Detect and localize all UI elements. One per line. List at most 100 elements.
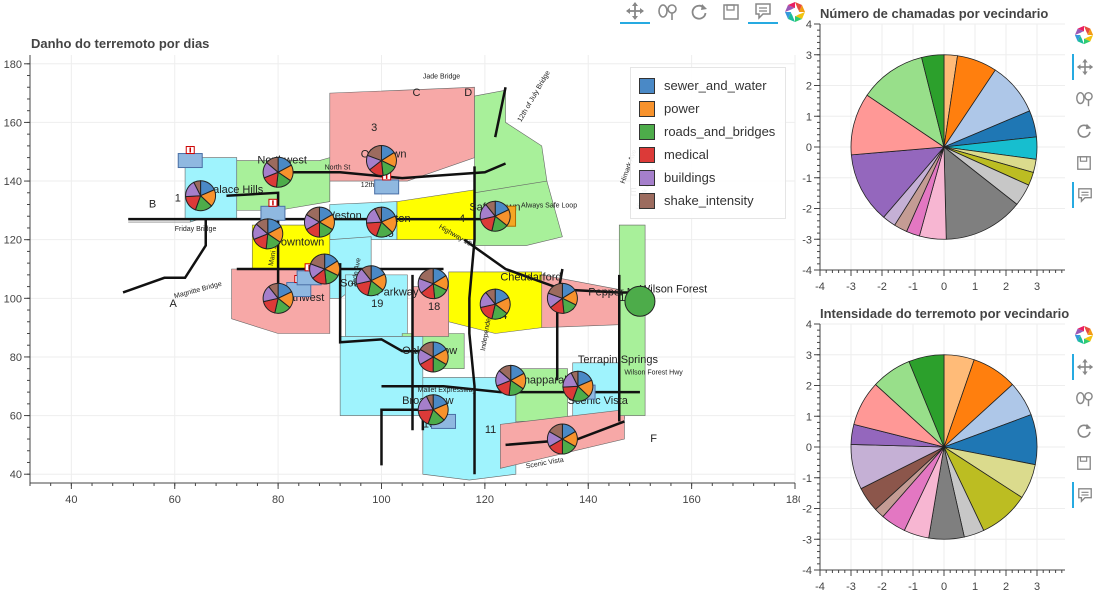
street-label: Always Safe Loop — [521, 202, 577, 209]
pie-glyph — [417, 268, 449, 300]
x-tick-label: -3 — [846, 581, 856, 593]
region-letter: D — [464, 87, 472, 99]
wheel-zoom-icon — [1076, 91, 1093, 107]
hospital-building — [374, 179, 400, 195]
pie-glyph — [546, 423, 578, 455]
district-name-label: Downtown — [273, 237, 324, 249]
pie-top-chart[interactable]: -4-4-3-3-2-2-1-10011223344 — [800, 0, 1065, 300]
pan-tool-button[interactable] — [1072, 54, 1095, 80]
legend-label: buildings — [664, 170, 716, 185]
reset-icon — [1077, 423, 1092, 438]
map-layer: Palace HillsNorthwestOld TownSafe TownWe… — [122, 70, 707, 481]
y-tick-label: -2 — [802, 504, 812, 516]
wheel-zoom-tool-button[interactable] — [1072, 86, 1095, 112]
x-tick-label: 40 — [65, 494, 77, 506]
x-tick-label: 2 — [1003, 281, 1009, 293]
legend-swatch — [639, 100, 655, 117]
bokeh-logo-button[interactable] — [780, 0, 810, 24]
pan-tool-button[interactable] — [1072, 354, 1095, 380]
hover-tool-button[interactable] — [748, 0, 778, 24]
y-tick-label: 1 — [806, 111, 812, 123]
reset-icon — [1077, 123, 1092, 138]
reset-tool-button[interactable] — [1072, 418, 1095, 444]
hospital-building — [177, 153, 203, 169]
pan-tool-button[interactable] — [620, 0, 650, 24]
legend-item: roads_and_bridges — [639, 120, 777, 143]
pie-top-toolbar — [1072, 22, 1095, 208]
y-tick-label: 4 — [806, 19, 812, 31]
road-line — [338, 263, 444, 353]
legend-label: sewer_and_water — [664, 78, 767, 93]
hover-tool-button[interactable] — [1072, 482, 1095, 508]
legend-swatch — [639, 192, 655, 209]
pie-slice — [850, 146, 945, 218]
x-tick-label: 1 — [972, 581, 978, 593]
pie-glyph — [262, 156, 294, 188]
save-tool-button[interactable] — [1072, 150, 1095, 176]
x-tick-label: 0 — [941, 281, 947, 293]
hospital-icon — [177, 146, 203, 169]
x-tick-label: 2 — [1003, 581, 1009, 593]
district-name-label: Cheddarford — [500, 272, 561, 284]
legend-label: power — [664, 101, 700, 116]
pie-glyph-wedge — [485, 288, 496, 306]
pie-slice — [866, 56, 945, 148]
road-line — [468, 166, 476, 475]
bokeh-logo-button[interactable] — [1072, 22, 1095, 48]
save-tool-button[interactable] — [716, 0, 746, 24]
main-toolbar — [620, 0, 810, 24]
y-tick-label: -3 — [802, 534, 812, 546]
wheel-zoom-tool-button[interactable] — [1072, 386, 1095, 412]
pie-glyph-wedge — [547, 282, 563, 300]
legend-label: roads_and_bridges — [664, 124, 776, 139]
y-tick-label: -1 — [802, 173, 812, 185]
wheel-zoom-tool-button[interactable] — [652, 0, 682, 24]
pie-bottom-chart[interactable]: -4-4-3-3-2-2-1-10011223344 — [800, 300, 1065, 595]
region-letter: B — [149, 198, 156, 210]
bokeh-logo-icon — [1074, 25, 1094, 45]
legend-item: medical — [639, 143, 777, 166]
save-tool-button[interactable] — [1072, 450, 1095, 476]
x-tick-label: 140 — [579, 494, 597, 506]
x-tick-label: 120 — [476, 494, 494, 506]
legend-item: power — [639, 97, 777, 120]
pie-glyph-wedge — [193, 180, 202, 196]
pie-glyph — [417, 341, 449, 373]
street-label: Mallet Expressway — [418, 387, 477, 394]
y-tick-label: -4 — [802, 265, 812, 277]
x-tick-label: -1 — [908, 581, 918, 593]
save-icon — [1077, 456, 1091, 470]
reset-tool-button[interactable] — [1072, 118, 1095, 144]
district-safe-town — [474, 89, 548, 194]
pie-bottom-toolbar — [1072, 322, 1095, 508]
reset-tool-button[interactable] — [684, 0, 714, 24]
save-icon — [1077, 156, 1091, 170]
y-tick-label: 40 — [10, 469, 22, 481]
district-number-label: 4 — [459, 213, 465, 225]
pie-slice — [943, 146, 1018, 240]
pie-glyph-wedge — [268, 282, 279, 300]
road-line — [226, 191, 280, 287]
hover-tool-button[interactable] — [1072, 182, 1095, 208]
street-label: Jade Bridge — [423, 73, 460, 80]
pie-glyph — [624, 285, 656, 317]
district-name-label: Parkway — [376, 286, 419, 298]
pan-icon — [626, 2, 644, 20]
road-line — [122, 219, 207, 294]
main-chart[interactable]: Palace HillsNorthwestOld TownSafe TownWe… — [0, 0, 800, 595]
pie-glyph-wedge — [255, 218, 269, 235]
bokeh-logo-icon — [785, 2, 805, 22]
hover-icon — [755, 3, 771, 20]
y-tick-label: 1 — [806, 411, 812, 423]
pie-top-title: Número de chamadas por vecindario — [820, 6, 1049, 21]
district-number-label: 11 — [485, 424, 496, 436]
pie-slice — [921, 54, 945, 148]
road-line — [380, 408, 425, 466]
pie-glyph-wedge — [305, 206, 320, 223]
pie-glyph-wedge — [418, 268, 434, 285]
district-name-label: Wilson Forest — [640, 283, 707, 295]
district-wilson-forest — [618, 224, 646, 416]
y-tick-label: -1 — [802, 473, 812, 485]
hover-icon — [1078, 188, 1092, 203]
bokeh-logo-button[interactable] — [1072, 322, 1095, 348]
